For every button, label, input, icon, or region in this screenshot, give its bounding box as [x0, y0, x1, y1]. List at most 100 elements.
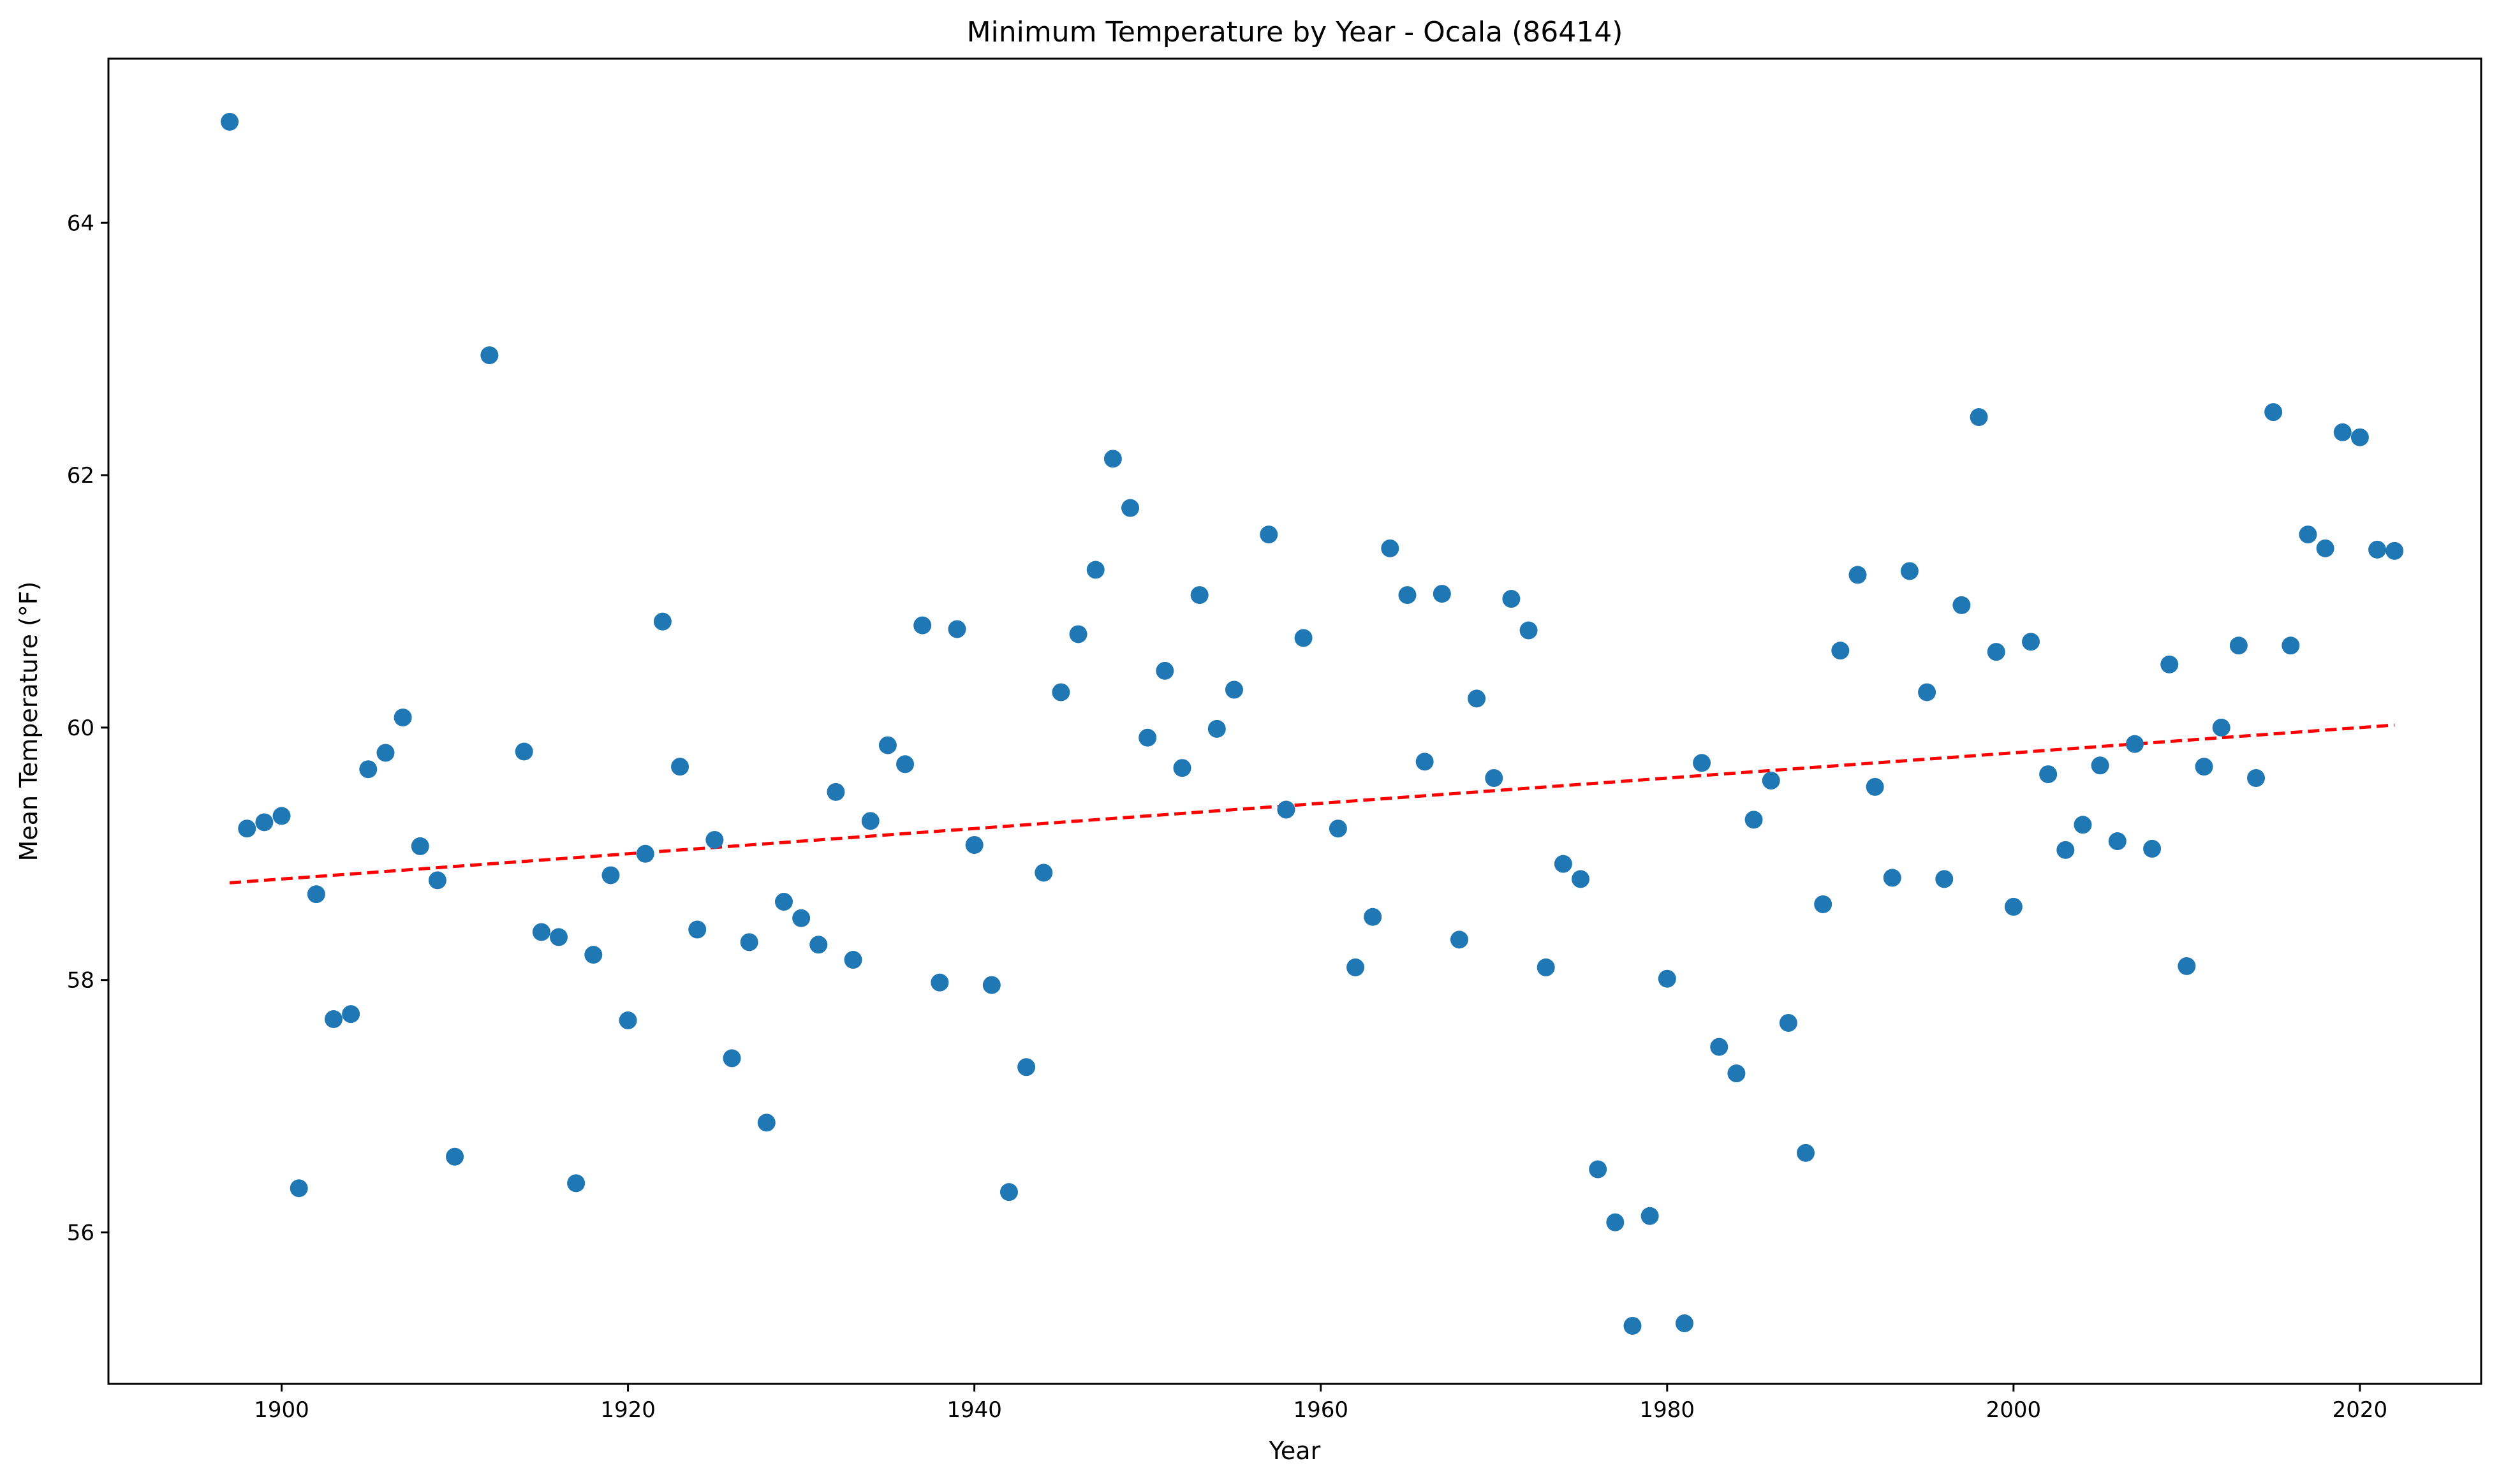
x-tick-label: 1980 — [1640, 1397, 1695, 1423]
data-point — [1848, 566, 1867, 584]
data-point — [757, 1113, 776, 1132]
data-point — [2299, 525, 2317, 544]
x-tick-label: 1940 — [947, 1397, 1002, 1423]
data-point — [2350, 428, 2369, 446]
data-point — [428, 871, 446, 890]
chart-title: Minimum Temperature by Year - Ocala (864… — [967, 16, 1623, 48]
data-point — [1103, 450, 1122, 468]
data-point — [740, 933, 758, 951]
data-point — [861, 812, 880, 830]
data-point — [342, 1005, 360, 1024]
data-point — [878, 736, 897, 754]
data-point — [1485, 769, 1503, 788]
data-point — [1554, 855, 1572, 873]
data-point — [792, 909, 811, 927]
data-point — [2160, 655, 2179, 673]
data-point — [1121, 499, 1140, 517]
data-point — [2178, 957, 2196, 975]
data-point — [1883, 869, 1901, 887]
data-point — [1156, 661, 1174, 680]
data-point — [2108, 832, 2127, 851]
data-point — [2091, 756, 2109, 775]
data-point — [1606, 1213, 1625, 1231]
data-point — [1415, 753, 1434, 771]
data-point — [1900, 562, 1919, 580]
data-point — [2056, 841, 2075, 859]
plot-area — [221, 112, 2404, 1335]
y-tick-label: 58 — [67, 968, 94, 994]
data-point — [2368, 540, 2387, 559]
data-point — [723, 1049, 741, 1068]
data-point — [774, 893, 793, 911]
data-point — [999, 1183, 1018, 1201]
data-point — [221, 112, 239, 131]
x-tick-label: 2020 — [2333, 1397, 2388, 1423]
data-point — [1537, 958, 1555, 976]
y-tick-label: 64 — [67, 210, 94, 236]
data-point — [1779, 1013, 1797, 1032]
data-point — [948, 620, 966, 638]
data-point — [446, 1147, 464, 1166]
data-point — [2333, 423, 2352, 441]
data-point — [2125, 735, 2144, 753]
data-point — [1987, 643, 2005, 661]
plot-frame — [107, 57, 2482, 1385]
data-point — [688, 920, 707, 939]
data-point — [1086, 561, 1105, 579]
data-point — [1450, 930, 1468, 949]
x-axis-ticks: 1900 1920 1940 1960 1980 2000 2020 — [254, 1384, 2387, 1423]
y-tick-label: 56 — [67, 1221, 94, 1246]
data-point — [1762, 772, 1780, 790]
data-point — [844, 951, 862, 969]
data-point — [2247, 769, 2266, 788]
data-point — [584, 946, 603, 964]
trend-line — [229, 723, 2395, 885]
data-point — [1433, 585, 1451, 603]
x-tick-label: 2000 — [1986, 1397, 2042, 1423]
data-point — [549, 928, 568, 946]
data-point — [982, 976, 1001, 994]
x-tick-label: 1900 — [254, 1397, 309, 1423]
y-axis-label: Mean Temperature (°F) — [15, 582, 43, 862]
data-point — [1727, 1064, 1746, 1083]
data-point — [1658, 969, 1676, 988]
data-point — [324, 1010, 343, 1029]
data-point — [1468, 689, 1486, 708]
data-point — [827, 782, 845, 801]
data-point — [1277, 800, 1295, 819]
data-point — [2039, 765, 2058, 784]
data-point — [1190, 586, 1209, 605]
data-point — [2212, 718, 2230, 737]
data-point — [913, 616, 932, 635]
data-point — [931, 973, 949, 992]
data-point — [2004, 897, 2023, 916]
data-point — [671, 758, 689, 776]
data-point — [480, 346, 499, 365]
data-point — [1970, 408, 1988, 427]
x-tick-label: 1920 — [600, 1397, 656, 1423]
data-point — [1139, 728, 1157, 747]
data-point — [1381, 539, 1399, 557]
data-point — [1693, 754, 1711, 772]
data-point — [1952, 596, 1971, 614]
data-point — [1035, 863, 1053, 882]
data-point — [1052, 683, 1070, 702]
y-axis-ticks: 56 58 60 62 64 — [67, 210, 108, 1246]
data-point — [1017, 1058, 1036, 1076]
data-point — [1398, 586, 1417, 605]
data-point — [1294, 629, 1313, 647]
data-point — [1502, 590, 1521, 608]
data-point — [1069, 625, 1087, 643]
data-point — [1744, 811, 1763, 829]
data-point — [1640, 1207, 1659, 1225]
data-point — [2143, 839, 2162, 858]
data-point — [2074, 816, 2092, 834]
data-point — [1589, 1160, 1607, 1179]
data-point — [2282, 636, 2300, 655]
data-point — [1225, 680, 1243, 699]
x-axis-label: Year — [1269, 1437, 1321, 1465]
data-point — [1831, 642, 1850, 660]
data-point — [1173, 759, 1191, 777]
x-tick-label: 1960 — [1293, 1397, 1348, 1423]
data-point — [1519, 621, 1538, 640]
